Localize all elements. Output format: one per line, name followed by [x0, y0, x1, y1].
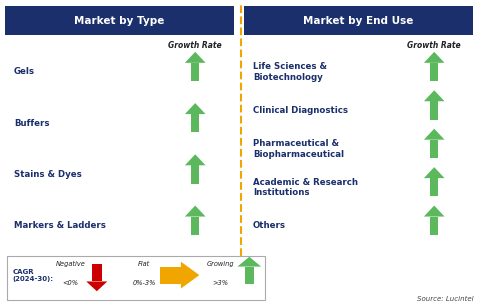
Bar — [245, 267, 254, 284]
Bar — [430, 101, 438, 120]
Text: Growth Rate: Growth Rate — [407, 41, 461, 50]
FancyBboxPatch shape — [244, 6, 473, 35]
Text: Market by End Use: Market by End Use — [304, 16, 413, 26]
Bar — [191, 114, 199, 132]
Text: Growth Rate: Growth Rate — [168, 41, 222, 50]
Polygon shape — [424, 90, 445, 101]
FancyBboxPatch shape — [8, 256, 265, 300]
Text: >3%: >3% — [212, 280, 228, 286]
Text: Stains & Dyes: Stains & Dyes — [14, 170, 82, 179]
Bar — [430, 178, 438, 196]
Bar — [191, 217, 199, 235]
Text: CAGR
(2024-30):: CAGR (2024-30): — [13, 269, 54, 282]
FancyBboxPatch shape — [5, 6, 234, 35]
Text: Clinical Diagnostics: Clinical Diagnostics — [253, 106, 348, 115]
Polygon shape — [424, 206, 445, 217]
Polygon shape — [185, 154, 206, 165]
Bar — [160, 267, 181, 284]
Text: Pharmaceutical &
Biopharmaceutical: Pharmaceutical & Biopharmaceutical — [253, 139, 344, 159]
Polygon shape — [86, 282, 107, 291]
Bar — [430, 63, 438, 81]
Bar — [430, 217, 438, 235]
Text: Growing: Growing — [206, 261, 234, 267]
Text: Life Sciences &
Biotechnology: Life Sciences & Biotechnology — [253, 62, 327, 82]
Text: Negative: Negative — [55, 261, 86, 267]
Text: Academic & Research
Institutions: Academic & Research Institutions — [253, 178, 358, 197]
Text: 0%-3%: 0%-3% — [132, 280, 156, 286]
Bar — [191, 63, 199, 81]
Text: Buffers: Buffers — [14, 119, 49, 128]
Polygon shape — [238, 257, 261, 267]
Text: Others: Others — [253, 221, 286, 230]
Polygon shape — [424, 52, 445, 63]
Bar — [191, 165, 199, 184]
Polygon shape — [424, 129, 445, 140]
Text: <0%: <0% — [63, 280, 78, 286]
Text: Flat: Flat — [138, 261, 150, 267]
Text: Market by Type: Market by Type — [74, 16, 165, 26]
Polygon shape — [181, 262, 199, 289]
Bar — [92, 264, 102, 282]
Polygon shape — [424, 167, 445, 178]
Polygon shape — [185, 103, 206, 114]
Text: Markers & Ladders: Markers & Ladders — [14, 221, 106, 230]
Polygon shape — [185, 206, 206, 217]
Polygon shape — [185, 52, 206, 63]
Bar — [430, 140, 438, 158]
Text: Source: Lucintel: Source: Lucintel — [417, 296, 473, 302]
Text: Gels: Gels — [14, 67, 35, 77]
